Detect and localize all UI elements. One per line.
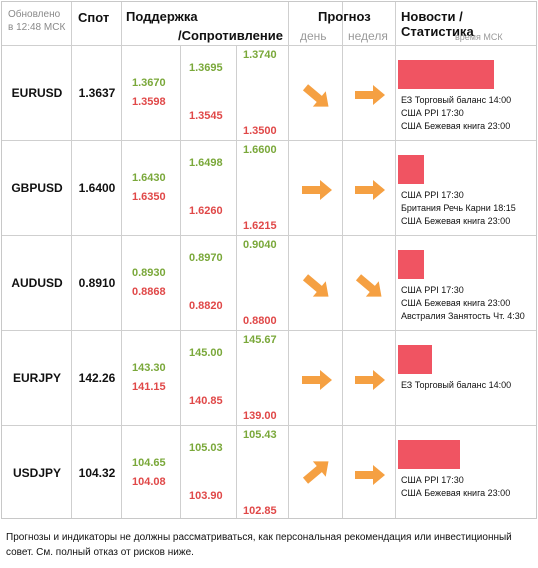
news-importance-bar — [398, 60, 494, 89]
row-divider — [2, 425, 536, 426]
spot-price: 1.3637 — [78, 86, 116, 100]
disclaimer: Прогнозы и индикаторы не должны рассматр… — [6, 532, 512, 558]
updated-label: Обновлено в 12:48 МСК — [8, 8, 72, 34]
symbol-eurjpy: EURJPY — [12, 371, 62, 385]
support-level-1: 0.8930 — [132, 267, 166, 279]
support-level-2: 145.00 — [189, 347, 223, 359]
spot-price: 1.6400 — [78, 181, 116, 195]
news-importance-bar — [398, 345, 432, 374]
news-item: ЕЗ Торговый баланс 14:00 — [401, 380, 512, 390]
support-header: Поддержка — [126, 9, 198, 24]
column-divider — [121, 2, 122, 518]
updated-label-line1: Обновлено — [8, 9, 61, 20]
row-divider — [2, 330, 536, 331]
resistance-level-2: 103.90 — [189, 490, 223, 502]
symbol-eurusd: EURUSD — [11, 86, 63, 100]
forecast-day-down-right-arrow-icon — [300, 84, 334, 110]
row-divider — [2, 140, 536, 141]
symbol-usdjpy: USDJPY — [12, 466, 62, 480]
forecast-day-up-right-arrow-icon — [300, 458, 334, 484]
news-item: США PPI 17:30 — [401, 475, 464, 485]
forecast-day-right-arrow-icon — [300, 367, 334, 393]
support-level-1: 1.6430 — [132, 172, 166, 184]
support-level-2: 105.03 — [189, 442, 223, 454]
news-time-label: время МСК — [455, 32, 503, 42]
forecast-week-right-arrow-icon — [353, 82, 387, 108]
news-item: США Бежевая книга 23:00 — [401, 216, 511, 226]
column-divider — [288, 2, 289, 518]
resistance-level-3: 139.00 — [243, 410, 277, 422]
symbol-audusd: AUDUSD — [11, 276, 63, 290]
forecast-week-right-arrow-icon — [353, 177, 387, 203]
news-importance-bar — [398, 440, 460, 469]
resistance-level-2: 1.3545 — [189, 110, 223, 122]
support-level-3: 0.9040 — [243, 239, 277, 251]
forex-forecast-table: Обновлено в 12:48 МСК Спот Поддержка /Со… — [1, 1, 537, 519]
support-level-3: 105.43 — [243, 429, 277, 441]
news-item: США Бежевая книга 23:00 — [401, 121, 511, 131]
forecast-day-down-right-arrow-icon — [300, 274, 334, 300]
support-level-3: 1.3740 — [243, 49, 277, 61]
news-item: США Бежевая книга 23:00 — [401, 488, 511, 498]
support-level-1: 1.3670 — [132, 77, 166, 89]
support-level-2: 1.6498 — [189, 157, 223, 169]
resistance-level-3: 1.6215 — [243, 220, 277, 232]
news-item: Австралия Занятость Чт. 4:30 — [401, 311, 525, 321]
resistance-level-2: 0.8820 — [189, 300, 223, 312]
forecast-week-header: неделя — [348, 29, 388, 43]
support-level-3: 145.67 — [243, 334, 277, 346]
resistance-level-1: 0.8868 — [132, 286, 166, 298]
forecast-day-right-arrow-icon — [300, 177, 334, 203]
row-divider — [2, 235, 536, 236]
resistance-level-1: 104.08 — [132, 476, 166, 488]
row-divider — [2, 45, 536, 46]
news-header: Новости / Статистика — [401, 9, 474, 39]
news-item: ЕЗ Торговый баланс 14:00 — [401, 95, 512, 105]
resistance-level-1: 141.15 — [132, 381, 166, 393]
forecast-week-right-arrow-icon — [353, 462, 387, 488]
symbol-gbpusd: GBPUSD — [11, 181, 63, 195]
spot-price: 0.8910 — [78, 276, 116, 290]
resistance-level-2: 140.85 — [189, 395, 223, 407]
resistance-header: /Сопротивление — [178, 28, 283, 43]
support-level-2: 0.8970 — [189, 252, 223, 264]
spot-price: 104.32 — [78, 466, 116, 480]
resistance-level-3: 0.8800 — [243, 315, 277, 327]
news-item: США PPI 17:30 — [401, 285, 464, 295]
column-divider — [180, 46, 181, 518]
support-level-1: 104.65 — [132, 457, 166, 469]
column-divider — [395, 2, 396, 518]
news-item: США PPI 17:30 — [401, 108, 464, 118]
news-importance-bar — [398, 250, 424, 279]
resistance-level-1: 1.3598 — [132, 96, 166, 108]
support-level-1: 143.30 — [132, 362, 166, 374]
forecast-day-header: день — [300, 29, 327, 43]
resistance-level-3: 102.85 — [243, 505, 277, 517]
news-item: США Бежевая книга 23:00 — [401, 298, 511, 308]
support-level-2: 1.3695 — [189, 62, 223, 74]
support-level-3: 1.6600 — [243, 144, 277, 156]
resistance-level-2: 1.6260 — [189, 205, 223, 217]
column-divider — [342, 2, 343, 518]
news-importance-bar — [398, 155, 424, 184]
news-item: США PPI 17:30 — [401, 190, 464, 200]
spot-header: Спот — [78, 10, 110, 25]
resistance-level-3: 1.3500 — [243, 125, 277, 137]
forecast-header: Прогноз — [318, 9, 371, 24]
forecast-week-down-right-arrow-icon — [353, 274, 387, 300]
column-divider — [71, 2, 72, 518]
forecast-week-right-arrow-icon — [353, 367, 387, 393]
column-divider — [236, 46, 237, 518]
news-item: Британия Речь Карни 18:15 — [401, 203, 516, 213]
resistance-level-1: 1.6350 — [132, 191, 166, 203]
spot-price: 142.26 — [78, 371, 116, 385]
updated-label-line2: в 12:48 МСК — [8, 22, 66, 33]
